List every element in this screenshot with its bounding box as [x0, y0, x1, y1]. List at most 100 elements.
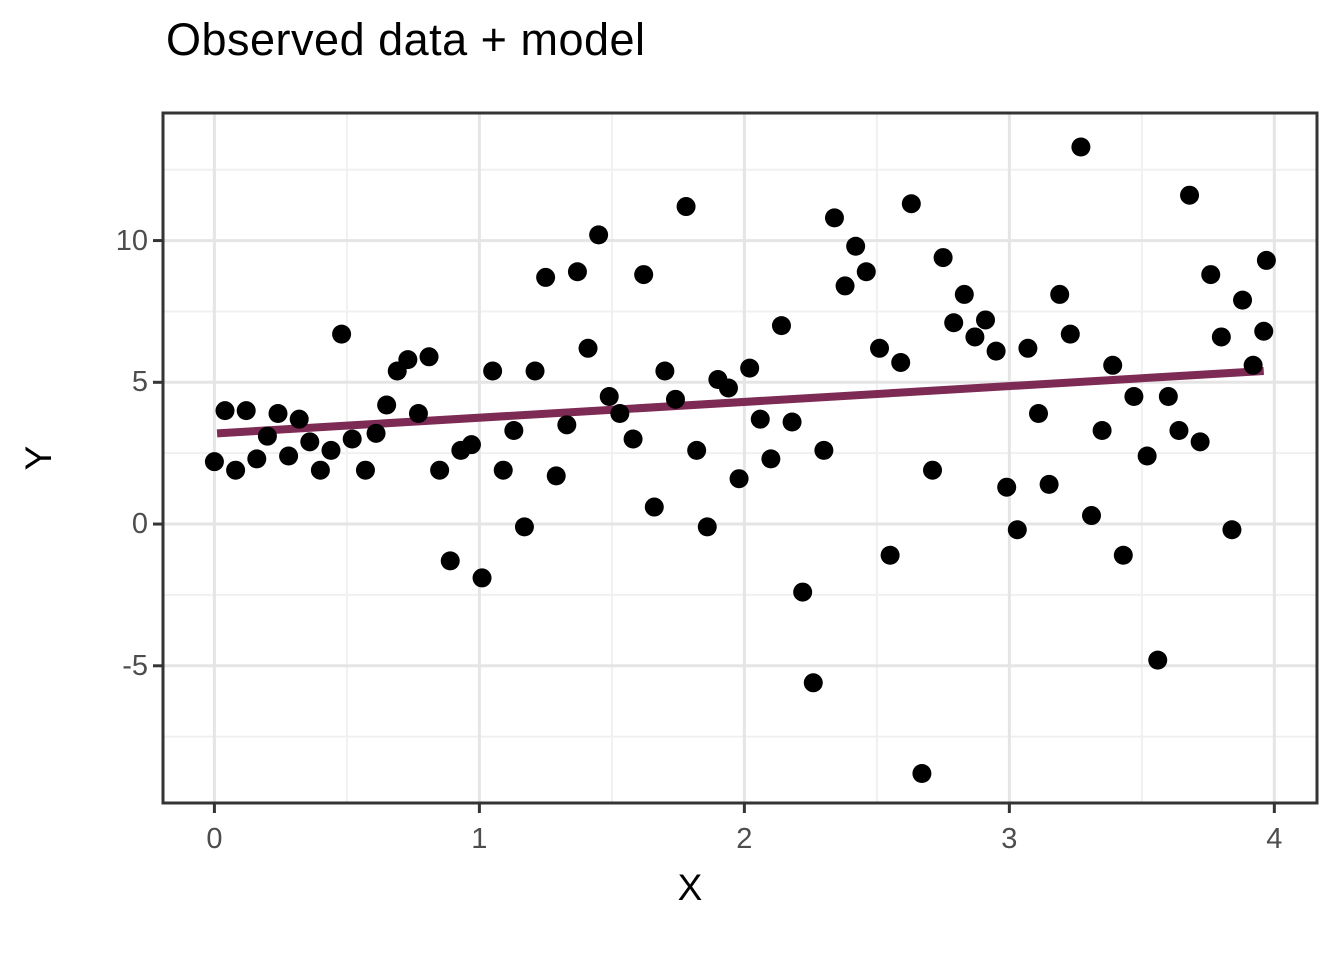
data-point: [289, 409, 309, 429]
data-point: [912, 764, 932, 784]
data-point: [771, 316, 791, 336]
data-point: [835, 276, 855, 296]
data-point: [1071, 137, 1091, 157]
data-point: [997, 477, 1017, 497]
x-axis-tick-label: 3: [1001, 823, 1018, 855]
data-point: [1018, 338, 1038, 358]
data-point: [504, 421, 524, 441]
data-point: [954, 284, 974, 304]
data-point: [461, 435, 481, 455]
data-point: [525, 361, 545, 381]
data-point: [1103, 355, 1123, 375]
data-point: [901, 194, 921, 214]
x-axis-tick-label: 4: [1266, 823, 1283, 855]
data-point: [676, 197, 696, 217]
data-point: [1211, 327, 1231, 347]
data-point: [782, 412, 802, 432]
data-point: [687, 440, 707, 460]
chart-title: Observed data + model: [166, 14, 646, 65]
data-point: [398, 350, 418, 370]
data-point: [1137, 446, 1157, 466]
data-point: [1243, 355, 1263, 375]
data-point: [697, 517, 717, 537]
data-point: [567, 262, 587, 282]
data-point: [1029, 403, 1049, 423]
data-point: [1039, 474, 1059, 494]
data-point: [665, 389, 685, 409]
data-point: [536, 267, 556, 287]
data-point: [546, 466, 566, 486]
data-point: [1060, 324, 1080, 344]
data-point: [814, 440, 834, 460]
data-point: [377, 395, 397, 415]
data-point: [408, 403, 428, 423]
data-point: [430, 460, 450, 480]
data-point: [483, 361, 503, 381]
data-point: [623, 429, 643, 449]
data-point: [944, 313, 964, 333]
data-point: [846, 236, 866, 256]
data-point: [226, 460, 246, 480]
data-point: [366, 423, 386, 443]
panel-border: [161, 111, 1319, 805]
data-point: [279, 446, 299, 466]
data-point: [419, 347, 439, 367]
y-axis-title: Y: [18, 445, 59, 471]
data-point: [923, 460, 943, 480]
data-point: [557, 415, 577, 435]
data-point: [321, 440, 341, 460]
data-point: [644, 497, 664, 517]
data-point: [976, 310, 996, 330]
data-point: [793, 582, 813, 602]
data-point: [803, 673, 823, 693]
data-point: [750, 409, 770, 429]
data-point: [342, 429, 362, 449]
y-axis-tick-label: -5: [122, 649, 148, 682]
data-point: [1158, 386, 1178, 406]
data-point: [856, 262, 876, 282]
data-point: [965, 327, 985, 347]
data-point: [578, 338, 598, 358]
data-point: [1201, 265, 1221, 285]
data-point: [718, 378, 738, 398]
data-point: [655, 361, 675, 381]
data-point: [215, 401, 235, 421]
data-point: [332, 324, 352, 344]
y-axis-tick-label: 10: [115, 224, 148, 257]
y-axis-tick-label: 0: [131, 508, 148, 541]
data-point: [1254, 321, 1274, 341]
data-point: [1233, 290, 1253, 310]
data-point: [1222, 520, 1242, 540]
data-point: [729, 469, 749, 489]
y-axis-tick-label: 5: [131, 366, 148, 399]
data-point: [1113, 545, 1133, 565]
data-point: [1092, 421, 1112, 441]
data-point: [204, 452, 224, 472]
data-point: [634, 265, 654, 285]
data-point: [257, 426, 277, 446]
data-point: [933, 248, 953, 268]
x-axis-tick-label: 2: [736, 823, 753, 855]
data-point: [310, 460, 330, 480]
data-point: [440, 551, 460, 571]
model-fit-line: [216, 366, 1264, 438]
data-point: [1180, 185, 1200, 205]
data-point: [472, 568, 492, 588]
data-point: [986, 341, 1006, 361]
data-point: [247, 449, 267, 469]
data-point: [268, 403, 288, 423]
data-point: [761, 449, 781, 469]
x-axis-tick-label: 1: [471, 823, 488, 855]
data-point: [824, 208, 844, 228]
data-point: [880, 545, 900, 565]
data-point: [891, 352, 911, 372]
data-point: [1081, 506, 1101, 526]
data-point: [236, 401, 256, 421]
data-point: [1190, 432, 1210, 452]
data-point: [589, 225, 609, 245]
x-axis-title: X: [677, 867, 703, 908]
data-point: [1007, 520, 1027, 540]
data-point: [1124, 386, 1144, 406]
